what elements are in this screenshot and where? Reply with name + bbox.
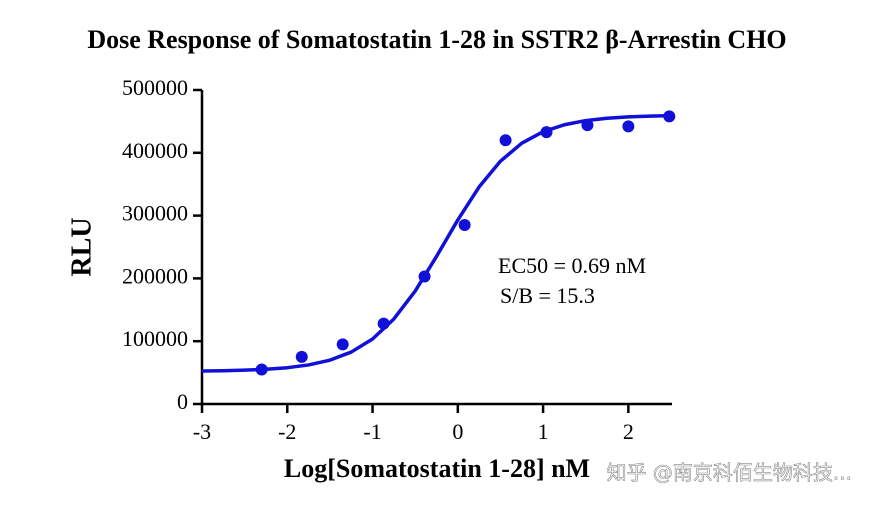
x-tick-label: -1 (363, 419, 381, 444)
y-tick-label: 100000 (122, 326, 188, 351)
data-point (540, 126, 553, 139)
y-tick-label: 0 (177, 389, 188, 414)
data-point (377, 317, 390, 330)
x-axis-label: Log[Somatostatin 1-28] nM (284, 454, 590, 483)
x-tick-label: -3 (193, 419, 211, 444)
x-tick-label: 2 (623, 419, 634, 444)
data-point (336, 338, 349, 351)
x-tick-label: 0 (452, 419, 463, 444)
data-point (622, 120, 635, 133)
x-tick-label: 1 (538, 419, 549, 444)
annotation: EC50 = 0.69 nM (498, 253, 646, 278)
watermark: 知乎 @南京科佰生物科技... (607, 461, 852, 485)
data-point (499, 134, 512, 147)
data-point (418, 270, 431, 283)
data-point (255, 363, 268, 376)
y-tick-label: 400000 (122, 138, 188, 163)
y-axis-label: RLU (66, 217, 97, 276)
data-point (458, 219, 471, 232)
chart-title: Dose Response of Somatostatin 1-28 in SS… (87, 25, 786, 54)
data-point (663, 110, 676, 123)
data-point (581, 119, 594, 132)
data-point (295, 350, 308, 363)
x-tick-label: -2 (278, 419, 296, 444)
annotation: S/B = 15.3 (500, 283, 595, 308)
y-tick-label: 500000 (122, 75, 188, 100)
fit-curve (201, 113, 672, 373)
y-tick-label: 200000 (122, 263, 188, 288)
y-tick-label: 300000 (122, 201, 188, 226)
